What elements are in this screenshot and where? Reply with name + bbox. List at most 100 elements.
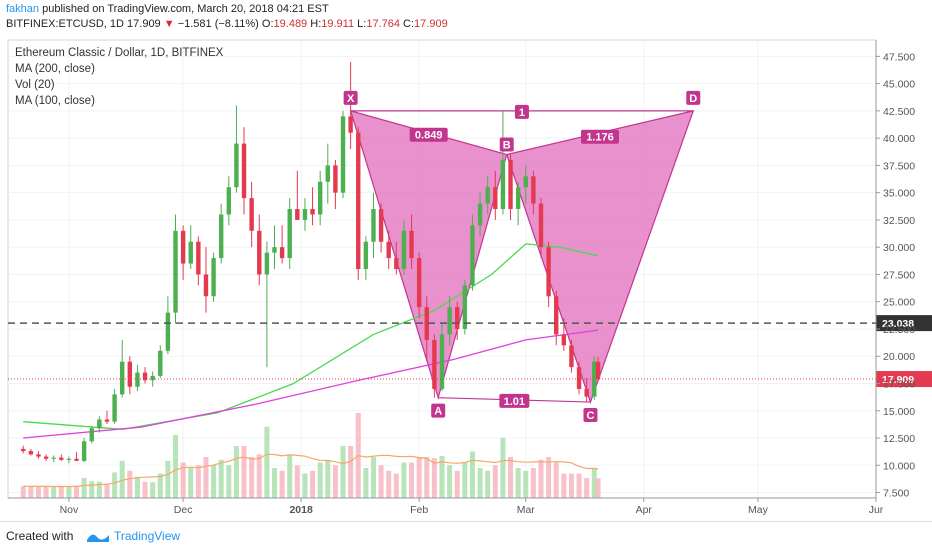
footer: Created with TradingView (0, 521, 932, 551)
x-tick-label: Nov (60, 504, 79, 516)
time-axis[interactable]: Nov Dec 2018 Feb Mar Apr May Jur (8, 497, 884, 516)
candle (112, 388, 117, 424)
candle-body (74, 458, 79, 461)
volume-bar (485, 470, 491, 498)
candle (432, 334, 437, 398)
volume-bar (401, 462, 407, 498)
candle-body (51, 457, 56, 459)
candle (97, 416, 102, 433)
candle-body (249, 198, 254, 231)
candle-body (378, 209, 384, 242)
volume-bar (431, 458, 437, 498)
published-text: published on TradingView.com, March 20, … (42, 3, 329, 15)
y-tick-label: 12.500 (883, 433, 915, 445)
y-tick-label: 22.500 (883, 324, 915, 336)
symbol-label: BITFINEX:ETCUSD, 1D (6, 18, 124, 30)
horizontal-line[interactable]: 23.038 17.909 (8, 315, 932, 388)
candle-body (538, 203, 544, 248)
candle-body (211, 258, 216, 297)
legend-ma200[interactable]: MA (200, close) (15, 63, 95, 75)
volume-bar (454, 470, 460, 498)
tradingview-brand[interactable]: TradingView (114, 529, 181, 543)
candle-body (196, 241, 201, 275)
volume-bar (241, 446, 247, 498)
volume-bar (218, 459, 224, 498)
legend-vol[interactable]: Vol (20) (15, 79, 55, 91)
legend-ma100[interactable]: MA (100, close) (15, 95, 95, 107)
ratio-label-xd-text: 1 (519, 107, 525, 119)
y-tick-label: 20.000 (883, 351, 915, 363)
pattern-point-d: D (686, 90, 701, 105)
candle (310, 187, 315, 226)
candle-body (165, 312, 171, 351)
candle-body (493, 187, 498, 210)
pattern-point-d-text: D (689, 93, 697, 105)
candle-body (120, 361, 125, 395)
volume-ma-line (23, 453, 599, 488)
y-tick-label: 7.500 (883, 488, 909, 500)
candle-body (218, 214, 224, 259)
candle (584, 378, 589, 403)
volume-bar (203, 457, 209, 498)
last-price: 17.909 (127, 18, 161, 30)
candle-body (592, 361, 597, 397)
x-tick-label: May (748, 504, 769, 516)
candle (333, 159, 338, 210)
candles (21, 61, 601, 464)
volume-bar (211, 465, 217, 498)
candle (493, 170, 498, 220)
high-value: 19.911 (321, 18, 355, 30)
candle (173, 214, 178, 324)
candle (89, 426, 94, 444)
pattern-point-c-text: C (586, 410, 594, 422)
candle (325, 143, 330, 204)
volume-bar (134, 476, 140, 498)
candle (188, 225, 193, 269)
pattern-point-a: A (431, 403, 446, 418)
candle-body (28, 451, 34, 455)
candle-body (66, 458, 72, 460)
candle-body (180, 230, 186, 264)
volume-bar (595, 478, 601, 498)
candle-body (584, 388, 589, 397)
volume-bar (173, 435, 179, 498)
change-value: −1.581 (−8.11%) (177, 18, 259, 30)
candle (158, 345, 163, 379)
publisher-name[interactable]: fakhan (6, 3, 40, 15)
ratio-label-xd-bg (514, 104, 529, 119)
volume-bar (340, 446, 346, 498)
x-tick-label: Dec (174, 504, 193, 516)
candle-body (386, 241, 391, 259)
candle (515, 181, 521, 226)
ratio-label-bd: 1.176 (580, 129, 619, 144)
horizontal-line-badge (876, 315, 932, 332)
candle (21, 445, 26, 454)
candle-body (340, 116, 346, 193)
price-axis[interactable]: 7.500 10.000 12.500 15.000 17.500 20.000 22.50… (875, 40, 915, 500)
candle (348, 61, 353, 150)
close-label: C: (403, 18, 415, 30)
candle-body (554, 296, 559, 335)
volume-bar (58, 486, 64, 498)
candle-body (234, 143, 239, 188)
candle-body (112, 394, 117, 422)
volume-bar (439, 455, 445, 498)
candle-body (455, 307, 460, 329)
candle (74, 452, 79, 461)
candle (59, 454, 64, 461)
x-tick-label: Mar (517, 504, 536, 516)
candle (500, 110, 506, 215)
candle (592, 356, 597, 400)
candle-body (317, 181, 323, 215)
volume-bar (66, 486, 72, 498)
candle-body (295, 209, 300, 220)
candle-body (302, 209, 308, 220)
candle (531, 170, 536, 215)
chart-area[interactable]: 23.038 17.909 X A B C D 0.849 1.176 1.01 1 7.500 1… (0, 34, 932, 521)
volume-bar (523, 470, 529, 498)
x-tick-label: Apr (636, 504, 653, 516)
volume-bar (279, 470, 285, 498)
x-tick-label: Jur (869, 504, 884, 516)
volume-bar (576, 473, 582, 498)
candle-body (531, 176, 536, 204)
